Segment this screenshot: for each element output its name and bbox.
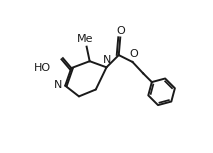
Text: N: N [103,55,111,65]
Text: O: O [129,49,138,59]
Text: N: N [54,80,62,90]
Text: O: O [116,26,125,36]
Text: HO: HO [33,63,51,73]
Text: Me: Me [77,34,93,44]
